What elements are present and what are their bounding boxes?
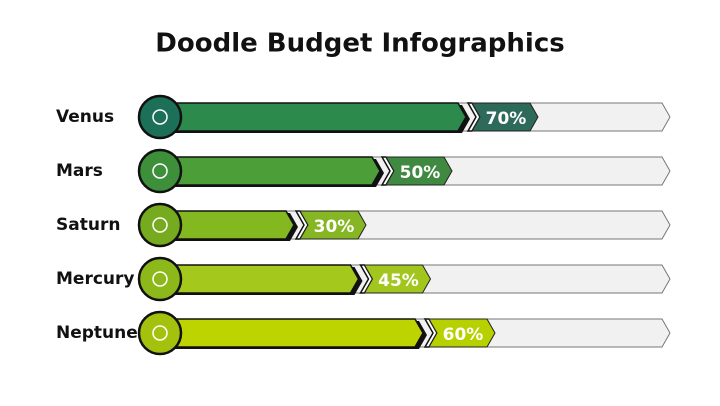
value-chevron bbox=[428, 318, 496, 348]
bar bbox=[164, 318, 424, 348]
icon-glyph bbox=[152, 271, 168, 287]
bar bbox=[164, 156, 381, 186]
value-label: 70% bbox=[486, 109, 527, 129]
value-label: 30% bbox=[314, 217, 355, 237]
category-label: Venus bbox=[56, 107, 114, 127]
icon-circle bbox=[137, 148, 183, 194]
category-label: Mars bbox=[56, 161, 103, 181]
value-label: 50% bbox=[400, 163, 441, 183]
value-chevron bbox=[299, 210, 367, 240]
bar bbox=[164, 102, 467, 132]
chart-title: Doodle Budget Infographics bbox=[155, 29, 564, 59]
category-label: Saturn bbox=[56, 215, 120, 235]
value-chevron bbox=[471, 102, 539, 132]
bar bbox=[164, 210, 295, 240]
value-chevron bbox=[363, 264, 432, 294]
icon-circle bbox=[137, 310, 183, 356]
category-label: Mercury bbox=[56, 269, 134, 289]
bar bbox=[164, 264, 360, 294]
icon-circle bbox=[137, 202, 183, 248]
category-label: Neptune bbox=[56, 323, 138, 343]
icon-circle bbox=[137, 256, 183, 302]
value-chevron bbox=[385, 156, 453, 186]
icon-glyph bbox=[152, 109, 168, 125]
icon-glyph bbox=[152, 217, 168, 233]
value-label: 45% bbox=[378, 271, 419, 291]
icon-glyph bbox=[152, 163, 168, 179]
value-label: 60% bbox=[443, 325, 484, 345]
icon-glyph bbox=[152, 325, 168, 341]
icon-circle bbox=[137, 94, 183, 140]
